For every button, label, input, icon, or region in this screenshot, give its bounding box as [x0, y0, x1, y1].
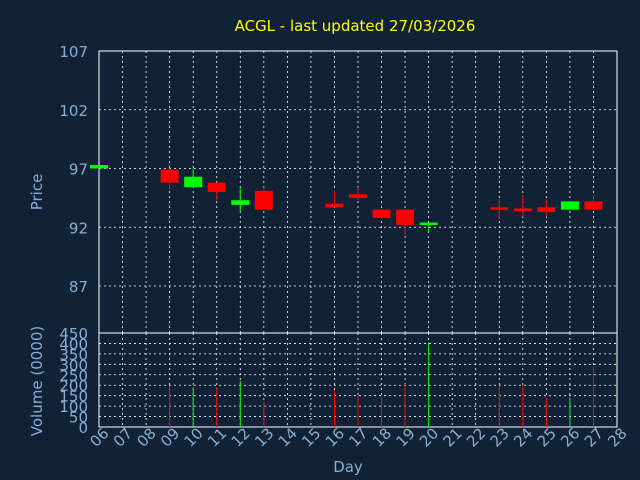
- volume-tick-label: 200: [59, 377, 88, 395]
- candle-body: [419, 222, 438, 226]
- candle-body: [184, 176, 203, 188]
- volume-tick-label: 300: [59, 356, 88, 374]
- day-tick-label: 17: [345, 424, 371, 450]
- day-tick-label: 16: [322, 424, 348, 450]
- day-tick-label: 06: [86, 424, 112, 450]
- volume-tick-label: 0: [78, 419, 88, 437]
- volume-tick-label: 50: [69, 409, 88, 427]
- candle-body: [560, 201, 579, 210]
- day-tick-label: 24: [510, 424, 536, 450]
- day-tick-label: 25: [534, 424, 560, 450]
- candle-body: [160, 169, 179, 183]
- day-tick-label: 15: [298, 424, 324, 450]
- candle-body: [584, 201, 603, 210]
- day-tick-label: 18: [369, 424, 395, 450]
- day-tick-label: 14: [275, 424, 301, 450]
- day-tick-label: 13: [251, 424, 277, 450]
- volume-tick-label: 150: [59, 388, 88, 406]
- day-axis-label: Day: [333, 458, 363, 476]
- day-tick-label: 09: [157, 424, 183, 450]
- candle-body: [325, 203, 344, 208]
- candle-body: [254, 190, 273, 210]
- candle-body: [90, 164, 108, 169]
- day-tick-label: 26: [557, 424, 583, 450]
- day-tick-label: 19: [392, 424, 418, 450]
- volume-tick-label: 100: [59, 398, 88, 416]
- price-panel: 107 102 97 92 87: [59, 43, 618, 334]
- price-tick-label: 87: [69, 278, 88, 296]
- day-tick-label: 08: [133, 424, 159, 450]
- candle-body: [513, 208, 532, 211]
- day-tick-label: 21: [440, 424, 466, 450]
- volume-tick-label: 400: [59, 335, 88, 353]
- day-tick-label: 12: [228, 424, 254, 450]
- day-tick-label: 22: [463, 424, 489, 450]
- candle-body: [231, 200, 250, 205]
- candle-body: [396, 209, 415, 225]
- price-tick-label: 92: [69, 219, 88, 237]
- volume-panel: 4504003503002502001501005000607080910111…: [59, 325, 630, 451]
- candle-body: [537, 207, 556, 212]
- volume-tick-label: 450: [59, 325, 88, 343]
- day-tick-label: 11: [204, 424, 230, 450]
- day-tick-label: 28: [604, 424, 630, 450]
- candle-body: [490, 207, 509, 210]
- price-axis-label: Price: [28, 174, 46, 211]
- price-tick-label: 97: [69, 161, 88, 179]
- day-tick-label: 20: [416, 424, 442, 450]
- chart-title: ACGL - last updated 27/03/2026: [235, 17, 476, 35]
- candle-body: [207, 182, 226, 192]
- volume-tick-label: 250: [59, 367, 88, 385]
- price-tick-label: 102: [59, 102, 88, 120]
- volume-axis-label: Volume (0000): [28, 326, 46, 436]
- price-tick-label: 107: [59, 43, 88, 61]
- candle-body: [372, 209, 391, 218]
- volume-tick-label: 350: [59, 346, 88, 364]
- day-tick-label: 27: [581, 424, 607, 450]
- day-tick-label: 23: [487, 424, 513, 450]
- candle-body: [349, 194, 367, 198]
- day-tick-label: 07: [110, 424, 136, 450]
- day-tick-label: 10: [181, 424, 207, 450]
